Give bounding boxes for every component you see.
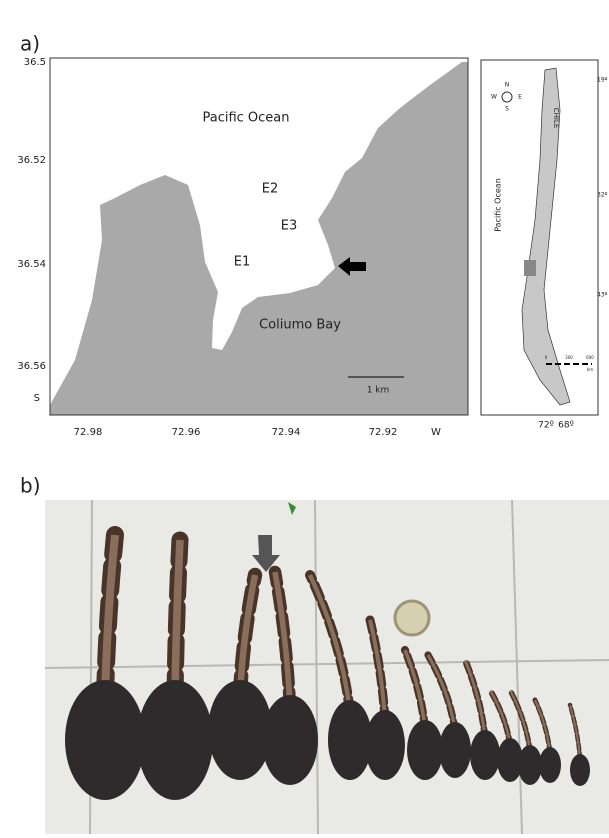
lon-label: 68º (558, 421, 574, 431)
inset-scale-label: 300 (565, 355, 573, 360)
x-label: 72.96 (172, 427, 201, 438)
fish-body (407, 720, 443, 780)
compass-label: W (491, 94, 497, 101)
x-label: 72.92 (369, 427, 398, 438)
fish-body (539, 747, 561, 783)
lon-label: 72º (538, 421, 554, 431)
compass-label: E (518, 94, 522, 101)
ocean-label: Pacific Ocean (202, 111, 289, 126)
fish-body (570, 754, 590, 786)
fish-body (365, 710, 405, 780)
y-label: 36.56 (17, 361, 46, 372)
inset-scale-label: km (587, 367, 593, 372)
country-label: CHILE (552, 108, 560, 129)
study-area (524, 260, 536, 276)
y-label: 36.54 (17, 259, 46, 270)
y-label: 36.5 (24, 57, 46, 68)
fish-body (470, 730, 500, 780)
inset-scale-label: 600 (586, 355, 594, 360)
x-label: 72.98 (74, 427, 103, 438)
site-label: E3 (281, 219, 298, 234)
panel-label: b) (20, 474, 41, 498)
figure: a) 36.5 36.52 36.54 36.56 S 72.98 72.96 … (0, 0, 609, 834)
inset-ocean-label: Pacific Ocean (494, 178, 503, 232)
scale-label: 1 km (367, 386, 390, 396)
compass-label: N (505, 82, 510, 89)
fish-body (518, 745, 542, 785)
site-label: E2 (262, 182, 279, 197)
lat-label: 43º (597, 292, 608, 299)
fish-body (208, 680, 272, 780)
fish-body (137, 680, 213, 800)
x-label: W (431, 427, 441, 438)
y-label: 36.52 (17, 155, 46, 166)
compass-label: S (505, 106, 509, 113)
x-label: 72.94 (272, 427, 301, 438)
coin (395, 601, 429, 635)
bay-label: Coliumo Bay (259, 318, 341, 333)
lat-label: 19º (597, 77, 608, 84)
panel-label: a) (20, 32, 40, 56)
page: a) 36.5 36.52 36.54 36.56 S 72.98 72.96 … (0, 0, 609, 834)
lat-label: 32º (597, 192, 608, 199)
fish-body (65, 680, 145, 800)
inset-scale-label: 0 (545, 355, 548, 360)
site-label: E1 (234, 255, 251, 270)
y-label: S (34, 393, 40, 404)
fish-body (262, 695, 318, 785)
fish-body (439, 722, 471, 778)
